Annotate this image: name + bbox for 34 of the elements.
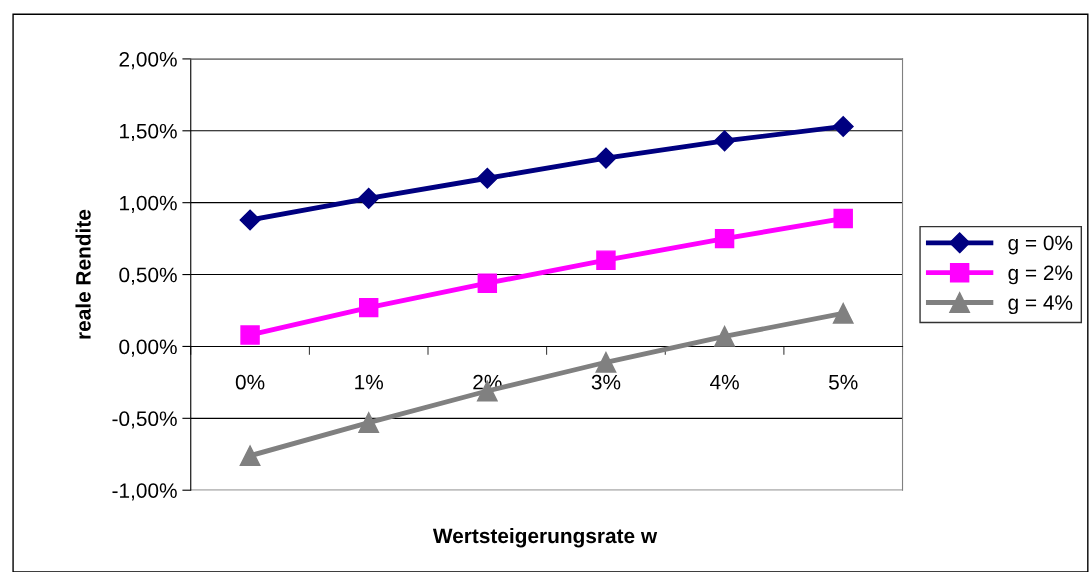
point [595,351,617,373]
point [833,208,853,229]
point [714,325,735,347]
y-tick-label: 0,00% [119,339,177,357]
point [832,115,854,138]
point [714,228,735,249]
point [595,147,617,169]
point [832,302,854,324]
y-tick-label: -0,50% [112,411,177,429]
x-tick-label: 1% [355,374,384,390]
point [476,167,498,189]
point [239,445,261,467]
point [239,209,261,231]
y-tick-label: 0,50% [119,267,177,285]
x-tick-label: 4% [710,374,739,390]
x-tick-label: 3% [591,374,621,390]
legend-label: g = 4% [1008,295,1073,315]
point [477,273,498,293]
point [714,130,736,152]
y-tick-label: 1,50% [120,123,177,142]
y-tick-label: 1,00% [120,195,177,213]
point [596,250,616,270]
x-tick-label: 0% [235,374,265,390]
point [240,325,260,345]
point [358,187,380,209]
x-tick-label: 5% [828,374,858,390]
legend-label: g = 2% [1008,265,1073,285]
legend-label: g = 0% [1008,235,1073,255]
point [358,297,379,318]
y-tick-label: 2,00% [119,51,177,70]
x-axis-title: Wertsteigerungsrate w [432,527,658,548]
point [358,412,380,434]
y-tick-label: -1,00% [112,483,177,501]
y-axis-title: reale Rendite [75,209,91,339]
